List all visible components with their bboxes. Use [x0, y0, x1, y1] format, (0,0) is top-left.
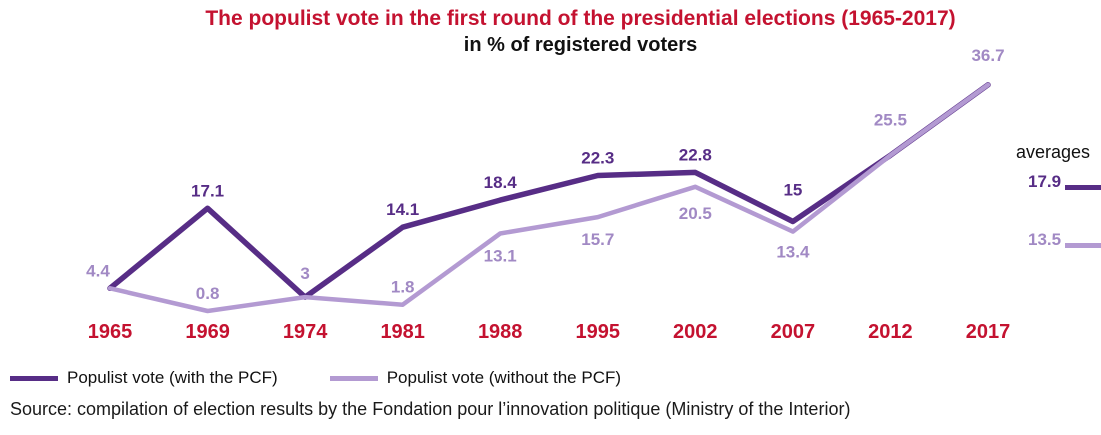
point-label-1988-with-pcf: 18.4	[484, 173, 518, 192]
point-label-1995-with-pcf: 22.3	[581, 149, 614, 168]
point-label-2012-without-pcf: 25.5	[874, 110, 907, 129]
x-axis-label-1995: 1995	[576, 321, 621, 343]
legend-label-without-pcf: Populist vote (without the PCF)	[386, 368, 622, 387]
x-axis-label-2017: 2017	[966, 321, 1011, 343]
page-subtitle: in % of registered voters	[463, 34, 698, 56]
chart-legend: Populist vote (with the PCF) Populist vo…	[10, 368, 621, 388]
point-label-1981-with-pcf: 14.1	[386, 200, 419, 219]
legend-swatch-with-pcf	[10, 375, 58, 381]
point-label-1974-without-pcf: 3	[300, 264, 309, 283]
point-label-2002-without-pcf: 20.5	[679, 204, 712, 223]
average-line-with-pcf	[1065, 185, 1101, 190]
point-label-2017-without-pcf: 36.7	[971, 46, 1004, 65]
point-label-1988-without-pcf: 13.1	[484, 247, 517, 266]
series-line-with-pcf	[107, 82, 991, 300]
point-label-2002-with-pcf: 22.8	[679, 145, 712, 164]
average-line-without-pcf	[1065, 243, 1101, 248]
point-label-1969-without-pcf: 0.8	[196, 284, 220, 303]
x-axis-label-2002: 2002	[673, 321, 718, 343]
x-axis-label-1965: 1965	[88, 321, 133, 343]
point-label-2007-with-pcf: 15	[783, 181, 802, 200]
x-axis-label-1969: 1969	[185, 321, 230, 343]
average-row-without-pcf: 13.5	[1028, 230, 1101, 250]
x-axis-label-1988: 1988	[478, 321, 523, 343]
point-label-2007-without-pcf: 13.4	[776, 243, 810, 262]
x-axis-label-2012: 2012	[868, 321, 913, 343]
source-note: Source: compilation of election results …	[10, 399, 851, 419]
point-label-1995-without-pcf: 15.7	[581, 230, 614, 249]
average-row-with-pcf: 17.9	[1028, 172, 1101, 192]
series-line-without-pcf	[107, 82, 991, 314]
point-label-1965-without-pcf: 4.4	[86, 261, 110, 280]
x-axis-label-1974: 1974	[283, 321, 328, 343]
point-label-1981-without-pcf: 1.8	[391, 278, 415, 297]
average-value-without-pcf: 13.5	[1028, 230, 1062, 249]
x-axis-label-1981: 1981	[380, 321, 425, 343]
legend-swatch-without-pcf	[329, 375, 378, 381]
point-label-1969-with-pcf: 17.1	[191, 181, 224, 200]
legend-label-with-pcf: Populist vote (with the PCF)	[67, 368, 278, 387]
average-value-with-pcf: 17.9	[1028, 172, 1062, 191]
page-title: The populist vote in the first round of …	[205, 7, 956, 30]
averages-heading: averages	[1016, 142, 1091, 162]
x-axis-label-2007: 2007	[771, 321, 816, 343]
